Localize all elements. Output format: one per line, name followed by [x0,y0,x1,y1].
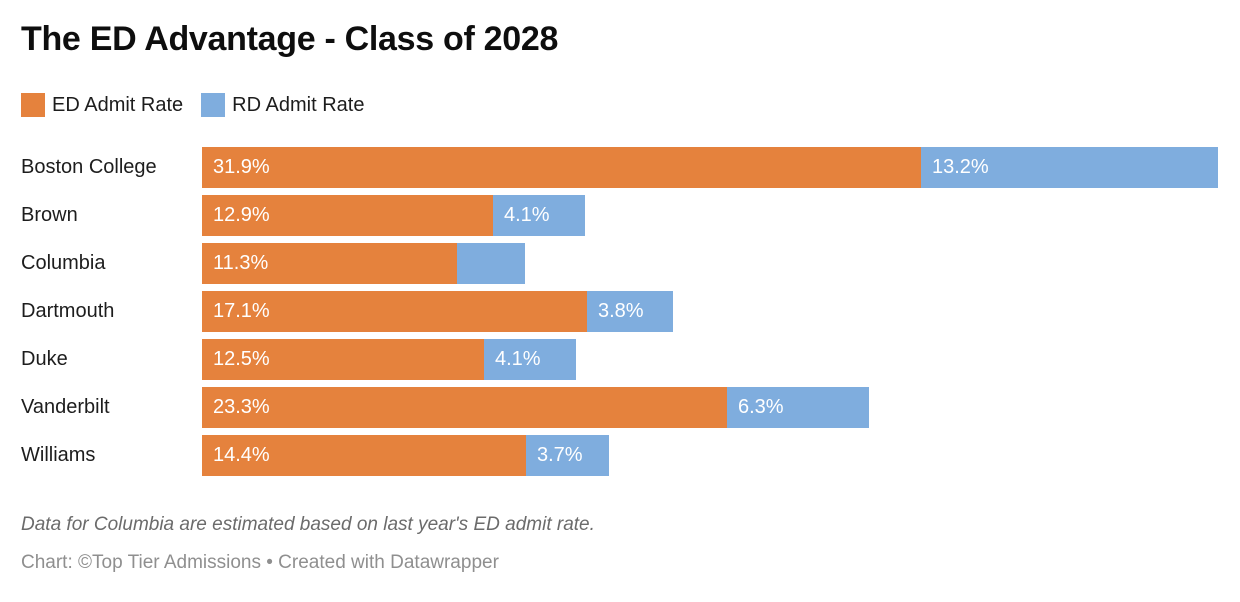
ed-legend-swatch [21,93,45,117]
rd-bar-segment: 4.1% [484,339,576,380]
bar-row: Williams 14.4% 3.7% [0,435,1240,476]
bar-row: Dartmouth 17.1% 3.8% [0,291,1240,332]
ed-bar-segment: 23.3% [202,387,727,428]
bar-row: Duke 12.5% 4.1% [0,339,1240,380]
ed-bar-segment: 12.5% [202,339,484,380]
legend-item-ed: ED Admit Rate [21,93,183,117]
bar-track: 12.9% 4.1% [202,195,585,236]
ed-value-label: 11.3% [213,252,269,274]
bar-track: 11.3% [202,243,525,284]
chart-footnote: Data for Columbia are estimated based on… [21,514,595,535]
ed-bar-segment: 14.4% [202,435,526,476]
bar-chart: Boston College 31.9% 13.2% Brown 12.9% 4.1% Co… [0,147,1240,483]
bar-row: Vanderbilt 23.3% 6.3% [0,387,1240,428]
ed-value-label: 23.3% [213,396,270,418]
category-label: Williams [21,444,96,466]
ed-value-label: 12.9% [213,204,270,226]
category-label: Boston College [21,156,157,178]
rd-bar-segment [457,243,525,284]
rd-bar-segment: 3.8% [587,291,673,332]
rd-bar-segment: 6.3% [727,387,869,428]
chart-title: The ED Advantage - Class of 2028 [21,20,559,58]
ed-bar-segment: 17.1% [202,291,587,332]
bar-row: Boston College 31.9% 13.2% [0,147,1240,188]
category-label: Brown [21,204,78,226]
bar-track: 23.3% 6.3% [202,387,869,428]
rd-value-label: 4.1% [504,204,550,226]
category-label: Vanderbilt [21,396,110,418]
rd-value-label: 4.1% [495,348,541,370]
category-label: Dartmouth [21,300,115,322]
rd-bar-segment: 3.7% [526,435,609,476]
ed-bar-segment: 11.3% [202,243,457,284]
bar-track: 31.9% 13.2% [202,147,1218,188]
bar-row: Brown 12.9% 4.1% [0,195,1240,236]
legend-item-rd: RD Admit Rate [201,93,364,117]
ed-value-label: 12.5% [213,348,270,370]
rd-bar-segment: 13.2% [921,147,1218,188]
ed-value-label: 14.4% [213,444,270,466]
bar-track: 14.4% 3.7% [202,435,609,476]
ed-bar-segment: 31.9% [202,147,921,188]
chart-byline: Chart: ©Top Tier Admissions • Created wi… [21,552,499,573]
rd-legend-swatch [201,93,226,117]
ed-legend-label: ED Admit Rate [52,93,184,116]
rd-value-label: 3.7% [537,444,583,466]
ed-value-label: 31.9% [213,156,270,178]
rd-legend-label: RD Admit Rate [232,93,365,116]
ed-value-label: 17.1% [213,300,270,322]
legend: ED Admit Rate RD Admit Rate [21,93,364,117]
bar-track: 12.5% 4.1% [202,339,576,380]
ed-bar-segment: 12.9% [202,195,493,236]
rd-value-label: 6.3% [738,396,784,418]
rd-bar-segment: 4.1% [493,195,585,236]
bar-track: 17.1% 3.8% [202,291,673,332]
rd-value-label: 3.8% [598,300,644,322]
bar-row: Columbia 11.3% [0,243,1240,284]
rd-value-label: 13.2% [932,156,989,178]
category-label: Duke [21,348,68,370]
category-label: Columbia [21,252,106,274]
